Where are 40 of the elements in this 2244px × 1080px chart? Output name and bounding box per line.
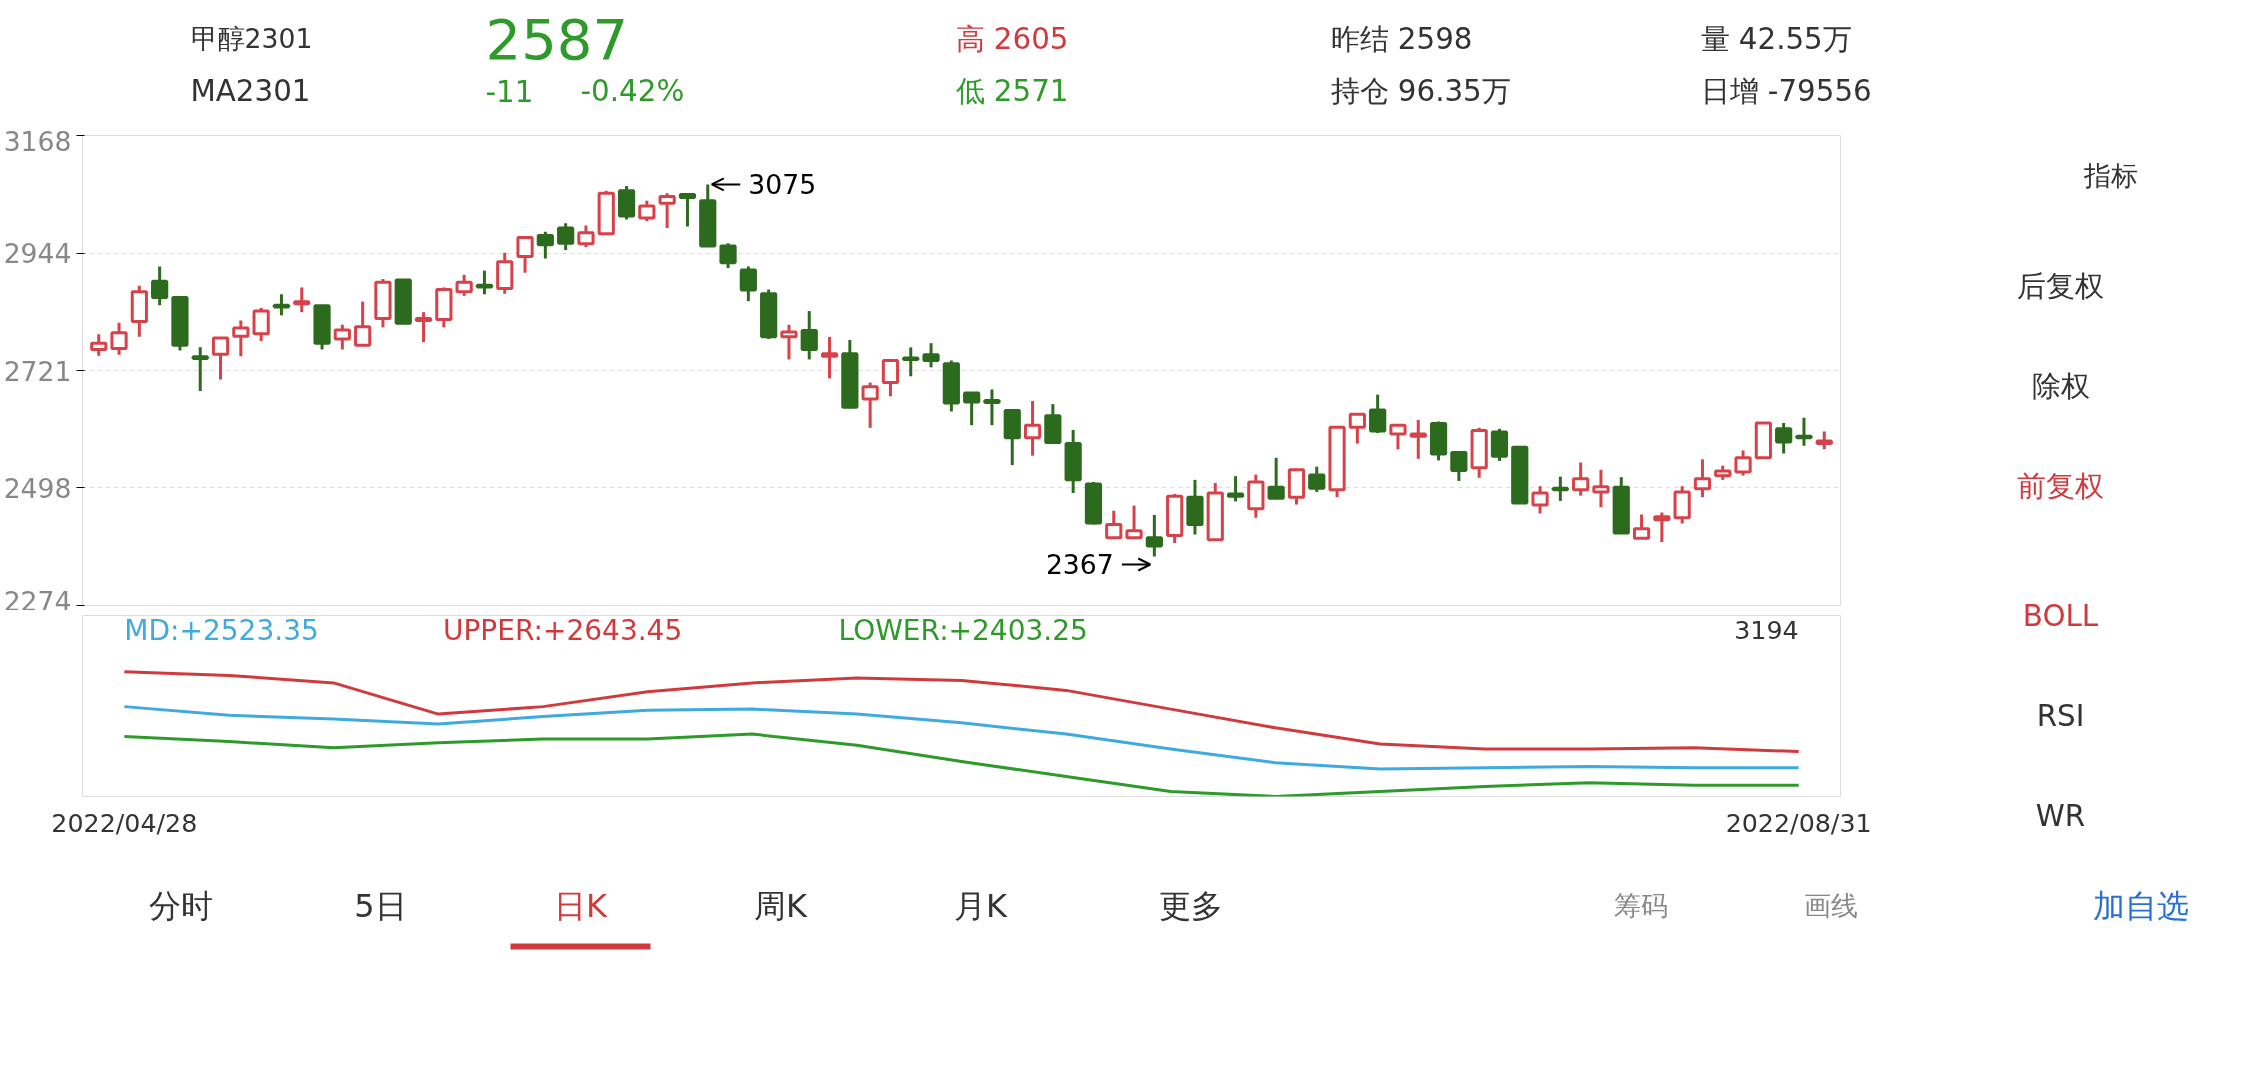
y-tick-label: 3168 bbox=[3, 125, 72, 157]
text: -11 bbox=[485, 74, 534, 109]
text: 5日 bbox=[354, 886, 407, 925]
y-tick-label: 2498 bbox=[3, 472, 72, 504]
text: 筹码 bbox=[1613, 890, 1668, 921]
text: 除权 bbox=[2031, 368, 2090, 403]
text: 3194 bbox=[1734, 615, 1799, 646]
text: -0.42% bbox=[580, 73, 685, 108]
text: 低 2571 bbox=[955, 73, 1069, 108]
text: 昨结 2598 bbox=[1330, 21, 1473, 56]
y-tick-label: 2944 bbox=[3, 238, 72, 270]
text: WR bbox=[2035, 798, 2086, 833]
text: 周K bbox=[754, 886, 809, 925]
y-tick-label: 2274 bbox=[3, 585, 72, 617]
text: 月K bbox=[954, 886, 1009, 925]
text: 分时 bbox=[148, 886, 213, 925]
text: 持仓 96.35万 bbox=[1330, 73, 1511, 108]
text: 前复权 bbox=[2017, 468, 2104, 503]
text: BOLL bbox=[2022, 598, 2099, 633]
text: 日K bbox=[554, 886, 609, 925]
text: 更多 bbox=[1158, 886, 1223, 925]
text: MA2301 bbox=[190, 73, 311, 108]
text: RSI bbox=[2036, 698, 2085, 733]
text: 日增 -79556 bbox=[1700, 73, 1872, 108]
y-tick-label: 2721 bbox=[3, 355, 72, 387]
text: 画线 bbox=[1803, 890, 1858, 921]
text: 指标 bbox=[2082, 160, 2138, 191]
x-tick-label: 2022/08/31 bbox=[1725, 807, 1872, 838]
text: 量 42.55万 bbox=[1700, 21, 1852, 56]
annotation: 3075 bbox=[748, 169, 817, 201]
text: LOWER:+2403.25 bbox=[838, 613, 1088, 647]
series-label: UPPER:+2643.45 bbox=[442, 613, 683, 647]
text: 后复权 bbox=[2017, 268, 2104, 303]
text: 2587 bbox=[485, 6, 629, 72]
text: 高 2605 bbox=[955, 21, 1069, 56]
annotation: 2367 bbox=[1045, 549, 1114, 581]
text: 加自选 bbox=[2092, 886, 2189, 925]
x-tick-label: 2022/04/28 bbox=[51, 807, 198, 838]
text: 甲醇2301 bbox=[190, 23, 313, 54]
text: MD:+2523.35 bbox=[124, 613, 319, 647]
